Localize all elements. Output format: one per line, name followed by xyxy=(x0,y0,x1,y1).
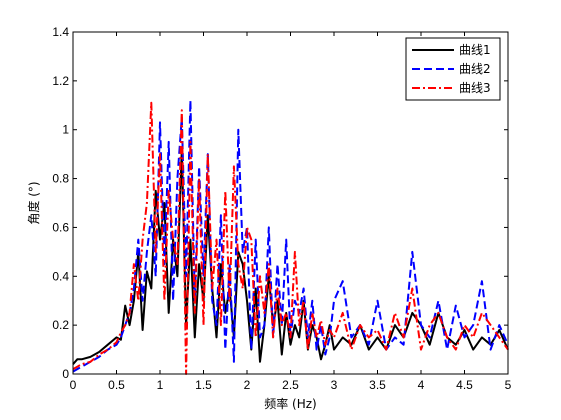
x-tick-label: 5 xyxy=(505,378,512,392)
x-tick-label: 2 xyxy=(244,378,251,392)
y-tick-label: 0.4 xyxy=(52,269,69,283)
x-tick-label: 0.5 xyxy=(108,378,125,392)
x-tick-label: 4 xyxy=(418,378,425,392)
x-tick-label: 1 xyxy=(157,378,164,392)
x-tick-label: 3.5 xyxy=(369,378,386,392)
y-tick-label: 1 xyxy=(62,123,69,137)
y-tick-label: 0.2 xyxy=(52,318,69,332)
y-tick-label: 0.8 xyxy=(52,172,69,186)
x-tick-label: 1.5 xyxy=(195,378,212,392)
series-line-1 xyxy=(72,148,509,365)
legend-label-3: 曲线3 xyxy=(459,81,491,95)
x-tick-label: 4.5 xyxy=(456,378,473,392)
y-axis-label: 角度 (°) xyxy=(26,181,41,224)
y-tick-label: 1.4 xyxy=(52,25,69,39)
x-tick-label: 2.5 xyxy=(282,378,299,392)
y-tick-label: 1.2 xyxy=(52,74,69,88)
series-layer xyxy=(72,99,509,375)
x-tick-label: 3 xyxy=(331,378,338,392)
series-line-3 xyxy=(72,101,509,375)
legend-label-2: 曲线2 xyxy=(459,62,491,76)
y-tick-label: 0.6 xyxy=(52,220,69,234)
legend: 曲线1 曲线2 曲线3 xyxy=(405,37,501,101)
series-line-2 xyxy=(72,99,509,373)
y-tick-label: 0 xyxy=(62,367,69,381)
x-tick-label: 0 xyxy=(70,378,77,392)
ticks-layer: 0 0.5 1 1.5 2 2.5 3 3.5 4 4.5 5 0 0.2 0.4 0.6 0.8 1 1.2 1.… xyxy=(52,25,511,392)
legend-label-1: 曲线1 xyxy=(459,43,491,57)
x-axis-label: 频率 (Hz) xyxy=(264,396,317,411)
